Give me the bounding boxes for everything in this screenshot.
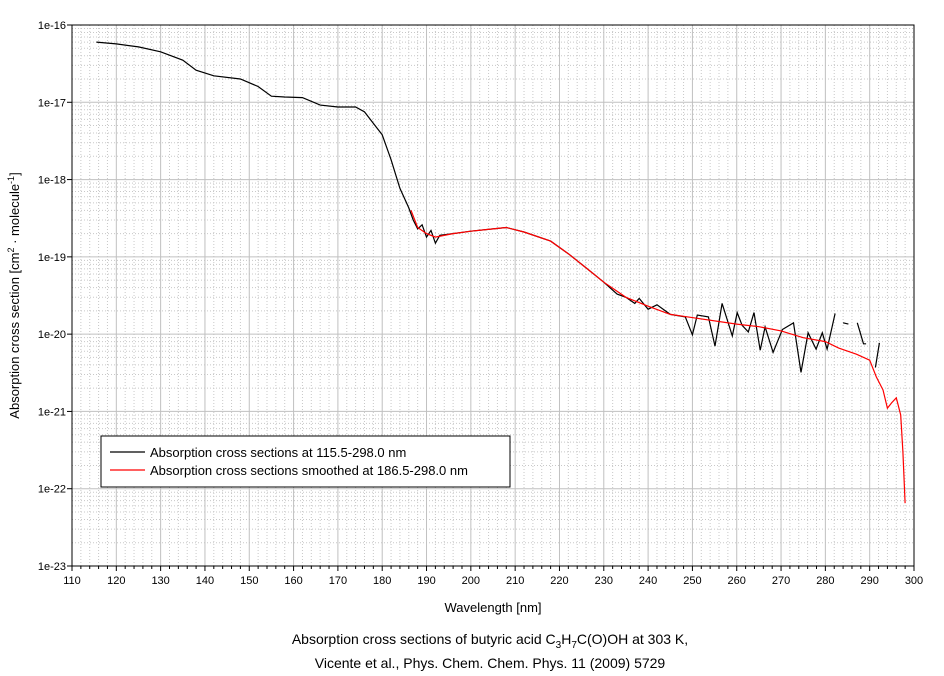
y-tick-label: 1e-19 xyxy=(38,252,66,264)
x-tick-label: 110 xyxy=(63,575,81,587)
x-tick-label: 200 xyxy=(462,575,480,587)
x-tick-label: 140 xyxy=(196,575,214,587)
x-tick-label: 160 xyxy=(284,575,302,587)
y-axis-label-part: 2 xyxy=(6,248,16,253)
caption-subscript: 7 xyxy=(571,639,577,651)
y-axis-label-part: · molecule xyxy=(7,184,22,248)
y-axis-label-part: ] xyxy=(7,172,22,176)
x-tick-label: 120 xyxy=(107,575,125,587)
y-tick-label: 1e-18 xyxy=(38,175,66,187)
caption-line-2: Vicente et al., Phys. Chem. Chem. Phys. … xyxy=(314,655,666,671)
x-tick-label: 270 xyxy=(772,575,790,587)
x-tick-label: 260 xyxy=(728,575,746,587)
plot-frame xyxy=(71,24,915,567)
series-line-2 xyxy=(410,210,906,504)
caption-subscript: 3 xyxy=(555,639,562,651)
x-tick-label: 290 xyxy=(861,575,879,587)
y-tick-label: 1e-16 xyxy=(38,20,66,32)
x-tick-label: 250 xyxy=(683,575,701,587)
legend-box xyxy=(100,435,511,488)
y-tick-label: 1e-22 xyxy=(38,484,66,496)
caption-line-1: Absorption cross sections of butyric aci… xyxy=(0,631,944,651)
caption-text: Absorption cross sections of butyric aci… xyxy=(291,631,556,647)
x-tick-label: 230 xyxy=(595,575,613,587)
y-axis-label: Absorption cross section [cm2 · molecule… xyxy=(6,172,22,418)
x-tick-label: 170 xyxy=(329,575,347,587)
x-tick-label: 180 xyxy=(373,575,391,587)
x-tick-label: 300 xyxy=(905,575,923,587)
x-tick-label: 130 xyxy=(151,575,169,587)
x-tick-label: 240 xyxy=(639,575,657,587)
x-tick-label: 220 xyxy=(550,575,568,587)
x-tick-label: 190 xyxy=(417,575,435,587)
x-axis-label: Wavelength [nm] xyxy=(444,600,541,615)
y-tick-label: 1e-23 xyxy=(38,561,66,573)
y-axis-label-part: Absorption cross section [cm xyxy=(7,253,22,419)
y-tick-label: 1e-20 xyxy=(38,329,66,341)
caption-text: C(O)OH at 303 K, xyxy=(576,631,689,647)
y-axis-label-part: -1 xyxy=(6,176,16,184)
legend-label-1: Absorption cross sections at 115.5-298.0… xyxy=(150,445,406,460)
y-tick-label: 1e-17 xyxy=(38,97,66,109)
caption-text: H xyxy=(561,631,572,647)
x-tick-label: 210 xyxy=(506,575,524,587)
x-tick-label: 150 xyxy=(240,575,258,587)
x-tick-label: 280 xyxy=(816,575,834,587)
y-tick-label: 1e-21 xyxy=(38,406,66,418)
legend-label-2: Absorption cross sections smoothed at 18… xyxy=(150,463,468,478)
